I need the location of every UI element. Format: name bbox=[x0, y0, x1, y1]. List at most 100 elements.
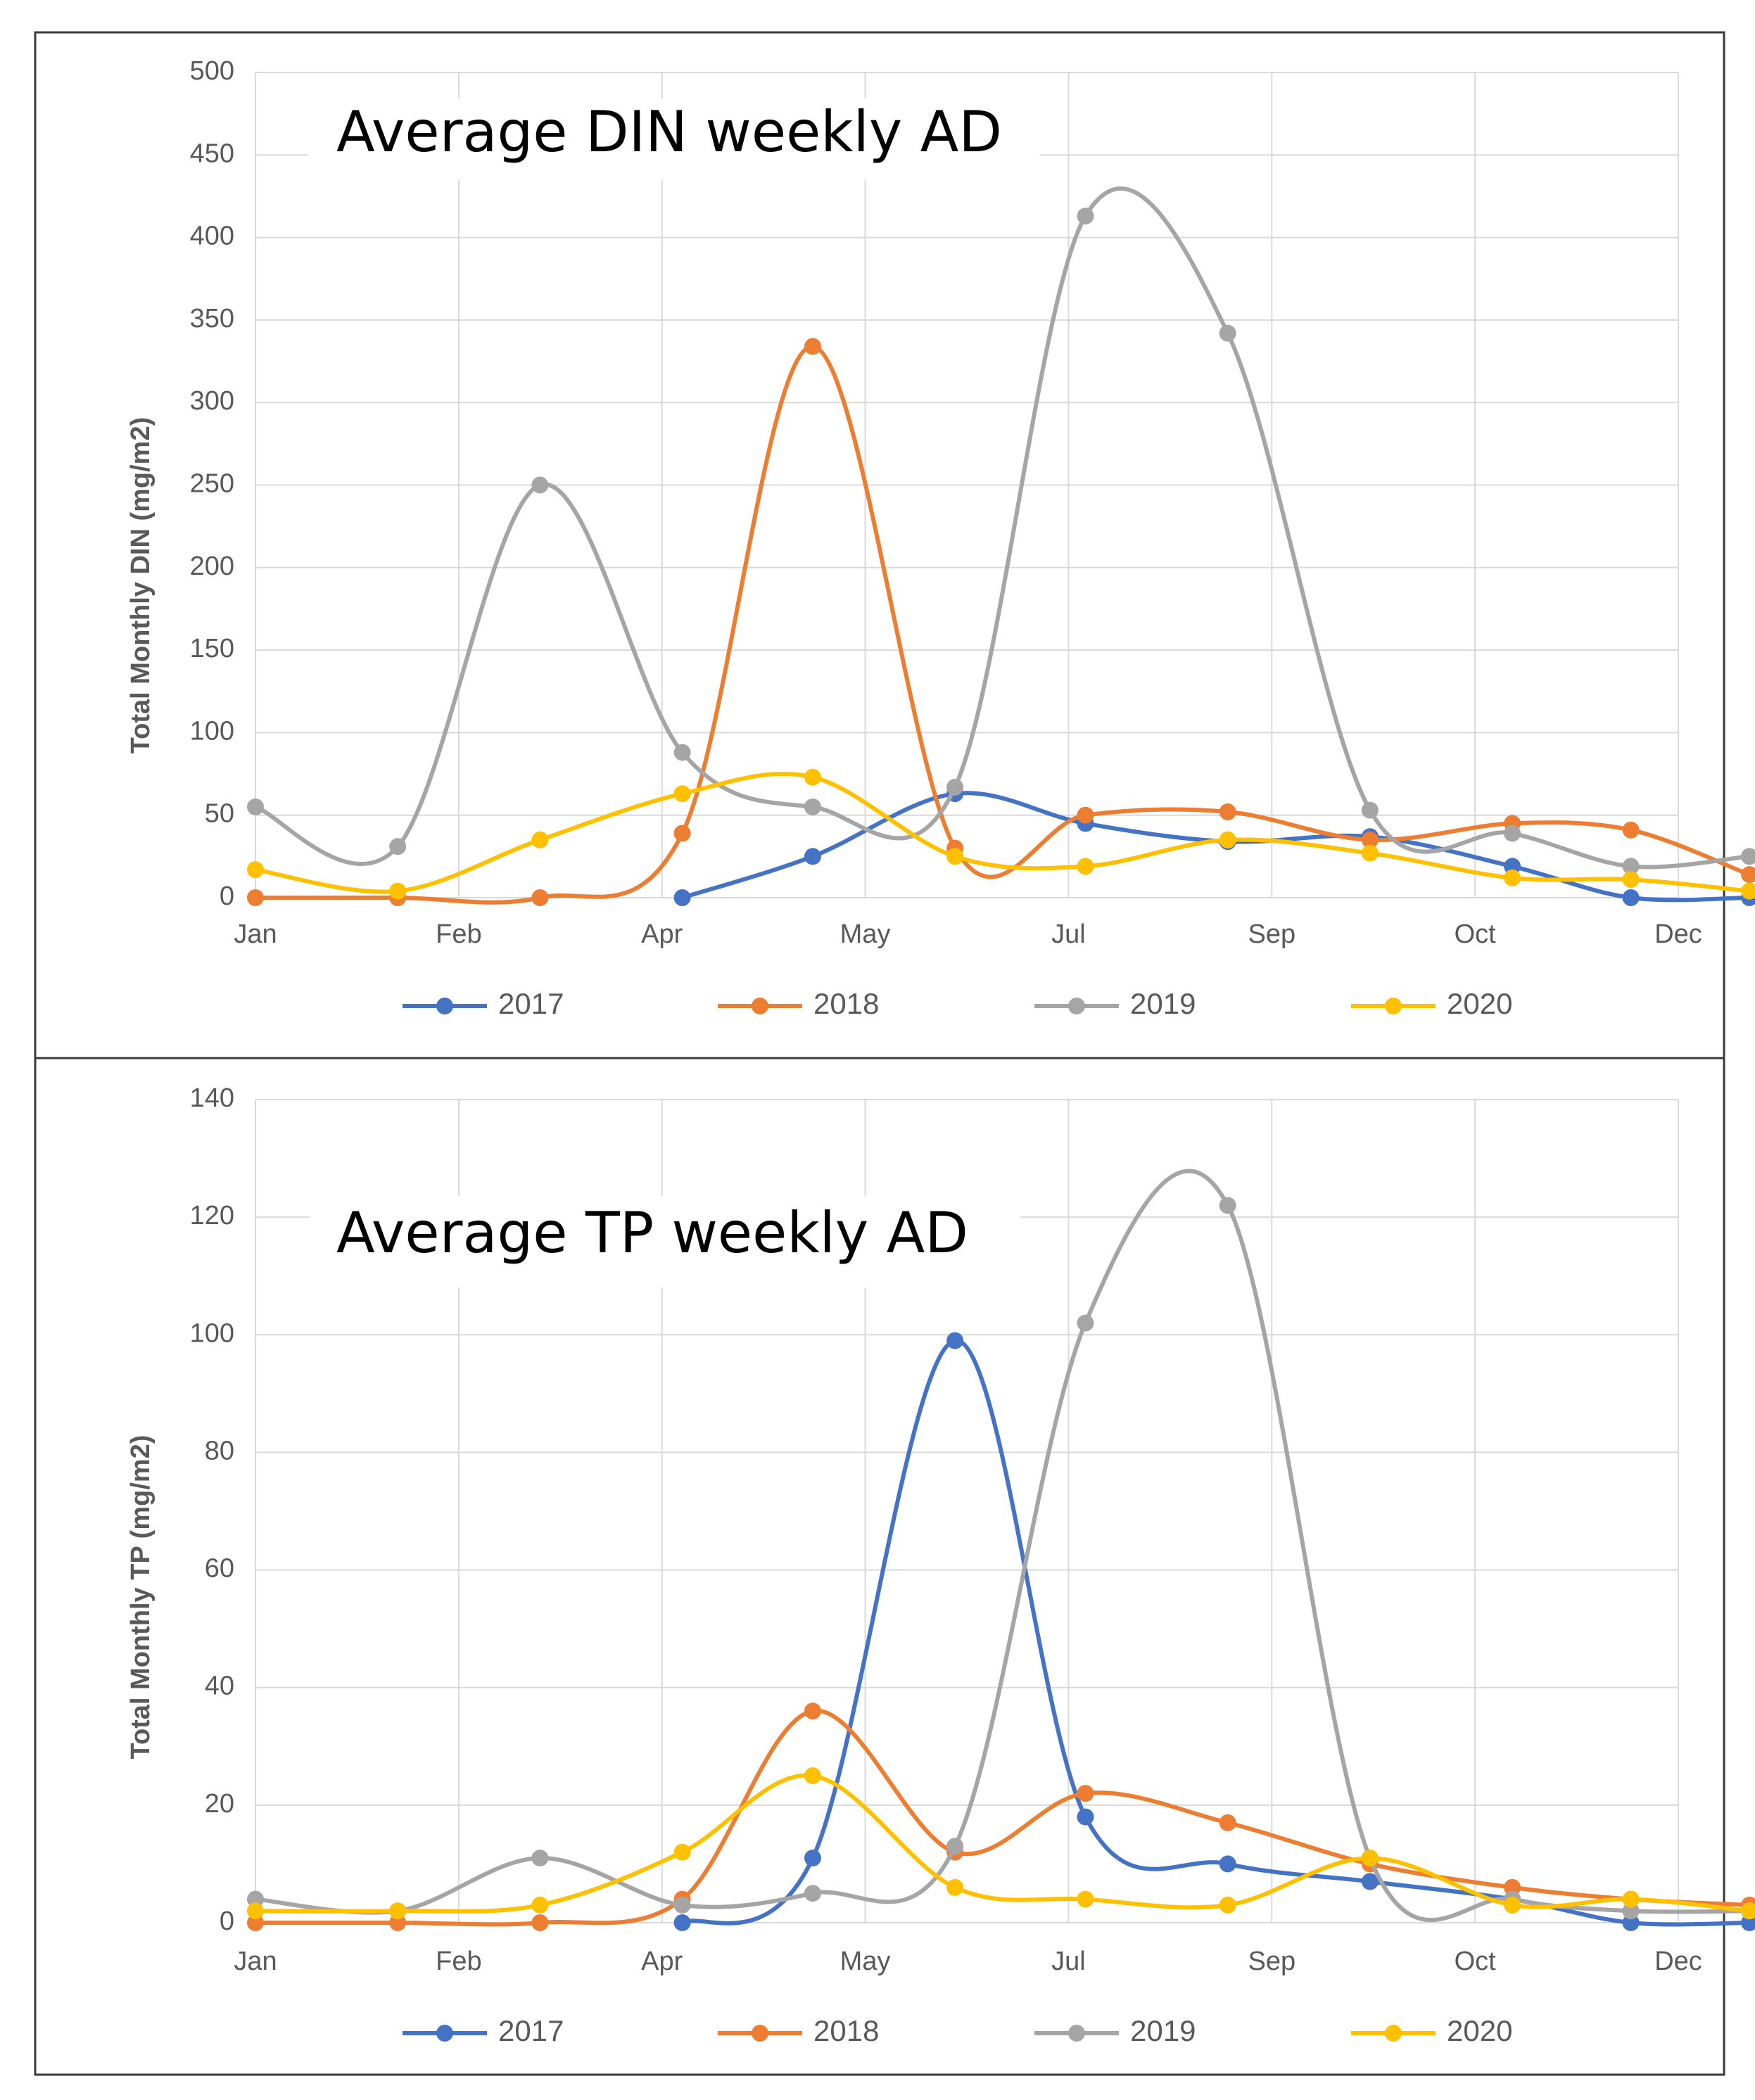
tp-point-2020 bbox=[389, 1902, 407, 1920]
tp-point-2018 bbox=[247, 1914, 264, 1931]
din-y-tick-label: 200 bbox=[190, 552, 234, 581]
din-legend-swatch-marker bbox=[436, 998, 453, 1014]
tp-legend-item-2020[interactable]: 2020 bbox=[1351, 2014, 1512, 2047]
din-series-2020 bbox=[247, 768, 1755, 900]
tp-point-2017 bbox=[1361, 1873, 1379, 1890]
din-point-2019 bbox=[1741, 848, 1755, 865]
din-legend-swatch-marker bbox=[752, 998, 768, 1014]
tp-x-tick-label: Jul bbox=[1051, 1947, 1086, 1976]
din-legend-item-2020[interactable]: 2020 bbox=[1351, 987, 1512, 1020]
din-point-2018 bbox=[531, 889, 549, 906]
din-point-2019 bbox=[247, 798, 264, 815]
din-point-2019 bbox=[389, 838, 407, 855]
din-point-2019 bbox=[531, 476, 549, 494]
din-point-2020 bbox=[1219, 831, 1236, 848]
tp-legend[interactable]: 2017 2018 2019 2020 bbox=[403, 2014, 1512, 2047]
din-point-2020 bbox=[1622, 871, 1640, 889]
tp-y-tick-label: 40 bbox=[205, 1672, 234, 1701]
din-legend-item-2017[interactable]: 2017 bbox=[403, 987, 564, 1020]
tp-point-2020 bbox=[1504, 1896, 1521, 1914]
din-point-2020 bbox=[1077, 858, 1094, 875]
din-x-tick-label: Jan bbox=[234, 919, 277, 949]
din-y-tick-label: 50 bbox=[205, 799, 234, 829]
din-line-2019 bbox=[253, 186, 1752, 870]
din-gridlines bbox=[255, 72, 1679, 898]
tp-point-2019 bbox=[1077, 1314, 1094, 1332]
tp-legend-item-2017[interactable]: 2017 bbox=[403, 2014, 564, 2047]
din-x-tick-label: Feb bbox=[436, 919, 481, 949]
din-point-2020 bbox=[673, 785, 691, 803]
din-legend-swatch-marker bbox=[1068, 998, 1085, 1014]
din-point-2019 bbox=[1361, 801, 1379, 819]
tp-point-2019 bbox=[1622, 1902, 1640, 1920]
din-point-2020 bbox=[1361, 844, 1379, 862]
din-point-2018 bbox=[804, 338, 821, 355]
tp-chart: Average TP weekly AD 020406080100120140 … bbox=[126, 1083, 1755, 2047]
tp-y-tick-label: 120 bbox=[190, 1201, 234, 1230]
din-point-2020 bbox=[1504, 869, 1521, 886]
din-x-tick-label: May bbox=[840, 919, 891, 949]
tp-legend-item-2019[interactable]: 2019 bbox=[1034, 2014, 1196, 2047]
tp-point-2020 bbox=[1077, 1890, 1094, 1908]
tp-point-2019 bbox=[247, 1890, 264, 1908]
din-y-tick-label: 300 bbox=[190, 386, 234, 416]
din-point-2020 bbox=[389, 882, 407, 900]
tp-title-background bbox=[310, 1196, 1020, 1287]
tp-chart-frame bbox=[34, 1057, 1725, 2076]
din-point-2020 bbox=[1741, 882, 1755, 900]
din-point-2019 bbox=[1622, 858, 1640, 875]
tp-legend-item-2018[interactable]: 2018 bbox=[718, 2014, 879, 2047]
din-legend-swatch-marker bbox=[1385, 998, 1402, 1014]
din-legend-label: 2019 bbox=[1130, 987, 1196, 1020]
tp-point-2018 bbox=[1504, 1878, 1521, 1896]
tp-point-2020 bbox=[1219, 1896, 1236, 1914]
tp-x-tick-label: Feb bbox=[436, 1947, 481, 1976]
tp-point-2018 bbox=[1077, 1785, 1094, 1802]
din-title-background bbox=[308, 98, 1040, 179]
tp-point-2019 bbox=[673, 1896, 691, 1914]
din-point-2018 bbox=[1622, 821, 1640, 839]
tp-x-tick-label: Apr bbox=[641, 1947, 683, 1976]
din-chart: Average DIN weekly AD 0 50 100 150 200 250 300… bbox=[126, 56, 1755, 1020]
din-x-tick-label: Oct bbox=[1455, 919, 1497, 949]
din-y-tick-label: 100 bbox=[190, 716, 234, 746]
tp-x-tick-label: Dec bbox=[1654, 1947, 1702, 1976]
din-y-axis-title: Total Monthly DIN (mg/m2) bbox=[126, 417, 156, 754]
din-legend-label: 2018 bbox=[813, 987, 879, 1020]
tp-y-tick-labels: 0 20 40 60 80 100 120 140 bbox=[190, 1083, 234, 1936]
tp-line-2019 bbox=[253, 1169, 1752, 1923]
tp-point-2018 bbox=[389, 1914, 407, 1931]
tp-legend-swatch-marker bbox=[752, 2025, 768, 2042]
tp-y-tick-label: 20 bbox=[205, 1789, 234, 1819]
tp-point-2018 bbox=[804, 1703, 821, 1720]
tp-legend-swatch-marker bbox=[1385, 2025, 1402, 2042]
tp-y-tick-label: 140 bbox=[190, 1083, 234, 1113]
din-x-tick-label: Sep bbox=[1248, 919, 1295, 949]
tp-point-2019 bbox=[804, 1885, 821, 1902]
din-series bbox=[247, 186, 1755, 906]
din-legend-label: 2020 bbox=[1447, 987, 1512, 1020]
tp-point-2017 bbox=[1219, 1855, 1236, 1873]
din-point-2018 bbox=[1077, 806, 1094, 824]
tp-x-tick-labels: Jan Feb Apr May Jul Sep Oct Dec bbox=[234, 1947, 1702, 1976]
tp-x-tick-label: Oct bbox=[1455, 1947, 1497, 1976]
din-chart-title: Average DIN weekly AD bbox=[336, 99, 1002, 165]
din-point-2018 bbox=[1219, 803, 1236, 821]
din-legend-item-2019[interactable]: 2019 bbox=[1034, 987, 1196, 1020]
tp-point-2019 bbox=[1219, 1197, 1236, 1214]
tp-series-2020 bbox=[247, 1767, 1755, 1920]
din-legend-item-2018[interactable]: 2018 bbox=[718, 987, 879, 1020]
din-legend[interactable]: 2017 2018 2019 2020 bbox=[403, 987, 1512, 1020]
tp-x-tick-label: Sep bbox=[1248, 1947, 1295, 1976]
din-x-tick-label: Dec bbox=[1654, 919, 1702, 949]
tp-legend-swatch-marker bbox=[1068, 2025, 1085, 2042]
tp-point-2018 bbox=[531, 1914, 549, 1931]
din-point-2019 bbox=[1219, 324, 1236, 342]
tp-y-axis-title: Total Monthly TP (mg/m2) bbox=[126, 1435, 156, 1759]
tp-point-2017 bbox=[804, 1850, 821, 1867]
din-line-2018 bbox=[253, 344, 1752, 905]
din-point-2019 bbox=[946, 778, 964, 796]
tp-point-2020 bbox=[1361, 1850, 1379, 1867]
din-point-2019 bbox=[804, 798, 821, 815]
tp-point-2020 bbox=[673, 1843, 691, 1861]
